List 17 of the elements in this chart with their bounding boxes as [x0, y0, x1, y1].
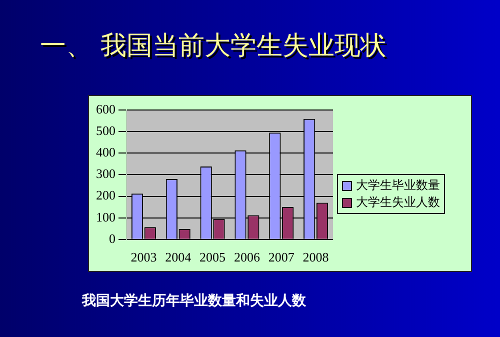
x-tick-label: 2005: [200, 250, 226, 265]
legend-label: 大学生毕业数量: [356, 177, 440, 194]
y-tick-label: 200: [96, 188, 116, 203]
y-tick-label: 0: [109, 230, 116, 246]
chart-title: 一、 我国当前大学生失业现状: [40, 30, 386, 63]
x-tick-label: 2003: [130, 250, 157, 265]
text: 我国大学生历年毕业数量和失业人数: [82, 292, 306, 310]
y-tick-label: 500: [96, 122, 116, 138]
x-tick-label: 2006: [234, 250, 260, 265]
y-tick-label: 400: [96, 144, 116, 160]
x-tick-label: 2007: [268, 250, 295, 265]
x-tick-label: 2008: [302, 250, 329, 265]
y-tick-label: 300: [96, 166, 116, 182]
x-tick-label: 2004: [165, 250, 192, 265]
y-tick-label: 100: [96, 209, 116, 224]
y-tick-label: 600: [96, 101, 116, 116]
legend-label: 大学生失业人数: [356, 194, 440, 211]
